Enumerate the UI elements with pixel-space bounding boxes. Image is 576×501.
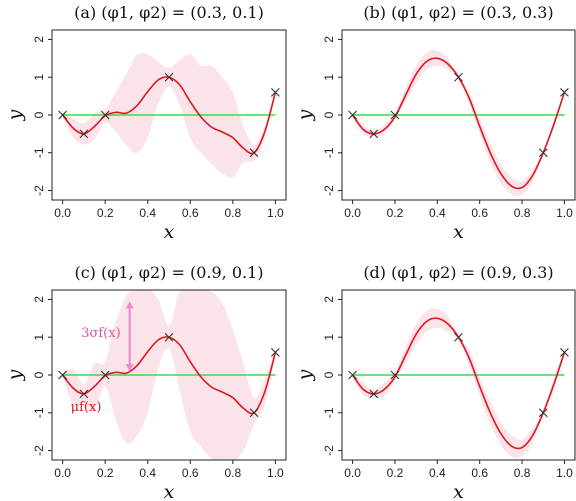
y-tick-label: -2 — [322, 445, 336, 456]
observation-marker — [348, 370, 357, 380]
observation-marker — [79, 389, 89, 399]
observation-marker — [369, 389, 379, 399]
y-tick-label: 0 — [322, 111, 336, 118]
panel-d: 0.0 0.2 0.4 0.6 0.8 1.0 -2 -1 0 1 2 x y (d) (φ1, φ2) … — [294, 263, 576, 501]
observation-marker — [58, 370, 68, 380]
mean-annotation: μf(x) — [71, 400, 102, 415]
y-tick-label: -1 — [32, 147, 46, 158]
y-tick-label: -2 — [32, 185, 46, 196]
y-axis-label: y — [294, 369, 316, 381]
x-tick-label: 0.0 — [344, 206, 361, 220]
y-tick-label: 1 — [32, 74, 46, 81]
y-tick-label: 2 — [322, 296, 336, 303]
x-tick-label: 0.8 — [514, 206, 531, 220]
x-tick-label: 0.4 — [429, 466, 446, 480]
x-tick-label: 0.6 — [471, 206, 488, 220]
panel-title: (b) (φ1, φ2) = (0.3, 0.3) — [363, 3, 553, 22]
x-tick-label: 1.0 — [267, 206, 284, 220]
x-axis-label: x — [164, 221, 175, 243]
observation-marker — [369, 129, 379, 139]
x-tick-label: 0.4 — [429, 206, 446, 220]
y-axis-label: y — [4, 369, 26, 381]
observation-marker — [100, 370, 110, 380]
y-tick-label: 1 — [322, 334, 336, 341]
observation-marker — [270, 347, 280, 357]
x-tick-label: 0.8 — [224, 466, 241, 480]
observation-marker — [249, 148, 259, 158]
plot-area — [351, 50, 566, 196]
x-tick-label: 0.8 — [224, 206, 241, 220]
x-axis-label: x — [453, 481, 464, 501]
sigma-arrow-head-top — [125, 301, 134, 309]
observation-marker — [454, 332, 463, 342]
x-tick-label: 0.2 — [97, 206, 114, 220]
observation-marker — [454, 72, 463, 82]
x-tick-label: 0.4 — [139, 206, 156, 220]
y-tick-label: -2 — [32, 445, 46, 456]
observation-marker — [79, 129, 89, 139]
y-tick-label: -1 — [322, 147, 336, 158]
panel-title: (c) (φ1, φ2) = (0.9, 0.1) — [74, 263, 263, 282]
x-tick-label: 0.2 — [387, 466, 404, 480]
y-tick-label: 1 — [322, 74, 336, 81]
observation-marker — [348, 110, 357, 120]
plot-area — [62, 52, 277, 178]
plot-area — [351, 308, 566, 458]
sigma-arrow-head-bottom — [125, 364, 134, 372]
observation-marker — [164, 72, 174, 82]
y-tick-label: 2 — [322, 36, 336, 43]
x-tick-label: 0.0 — [344, 466, 361, 480]
observation-marker — [390, 110, 400, 120]
observation-marker — [560, 347, 569, 357]
x-tick-label: 0.0 — [54, 466, 71, 480]
y-tick-label: 1 — [32, 334, 46, 341]
observation-marker — [100, 110, 110, 120]
observation-marker — [270, 87, 280, 97]
x-axis-label: x — [164, 481, 175, 501]
x-tick-label: 1.0 — [556, 206, 573, 220]
y-tick-label: 0 — [322, 371, 336, 378]
x-tick-label: 0.0 — [54, 206, 71, 220]
y-tick-label: -2 — [322, 185, 336, 196]
observation-marker — [249, 408, 259, 418]
observation-marker — [390, 370, 400, 380]
y-tick-label: -1 — [322, 407, 336, 418]
panel-b: 0.0 0.2 0.4 0.6 0.8 1.0 -2 -1 0 1 2 x y (b) (φ1, φ2) … — [294, 3, 576, 243]
uncertainty-band — [62, 290, 276, 460]
panel-title: (d) (φ1, φ2) = (0.9, 0.3) — [363, 263, 553, 282]
observation-marker — [560, 87, 569, 97]
y-tick-label: 0 — [32, 371, 46, 378]
panel-title: (a) (φ1, φ2) = (0.3, 0.1) — [74, 3, 264, 22]
plot-area — [62, 290, 277, 460]
x-tick-label: 0.8 — [514, 466, 531, 480]
observation-marker — [164, 332, 174, 342]
x-tick-label: 0.6 — [182, 466, 199, 480]
panel-c: 3σf(x) μf(x) 0.0 0.2 0.4 0.6 0.8 1.0 -2 -1 0 1 2 x y (c… — [4, 263, 287, 501]
x-tick-label: 0.2 — [97, 466, 114, 480]
y-axis-label: y — [294, 109, 316, 121]
x-tick-label: 1.0 — [556, 466, 573, 480]
y-axis-label: y — [4, 109, 26, 121]
x-tick-label: 0.4 — [139, 466, 156, 480]
x-tick-label: 0.6 — [471, 466, 488, 480]
x-axis-label: x — [453, 221, 464, 243]
uncertainty-band — [62, 52, 276, 178]
observation-marker — [538, 148, 548, 158]
x-tick-label: 0.6 — [182, 206, 199, 220]
observation-marker — [58, 110, 68, 120]
y-tick-label: 2 — [32, 296, 46, 303]
y-tick-label: -1 — [32, 407, 46, 418]
sigma-annotation: 3σf(x) — [81, 326, 120, 341]
x-tick-label: 1.0 — [267, 466, 284, 480]
x-tick-label: 0.2 — [387, 206, 404, 220]
observation-marker — [538, 408, 548, 418]
y-tick-label: 2 — [32, 36, 46, 43]
panel-a: 0.0 0.2 0.4 0.6 0.8 1.0 -2 -1 0 1 2 x y (a) (φ1, φ2) … — [4, 3, 287, 243]
y-tick-label: 0 — [32, 111, 46, 118]
